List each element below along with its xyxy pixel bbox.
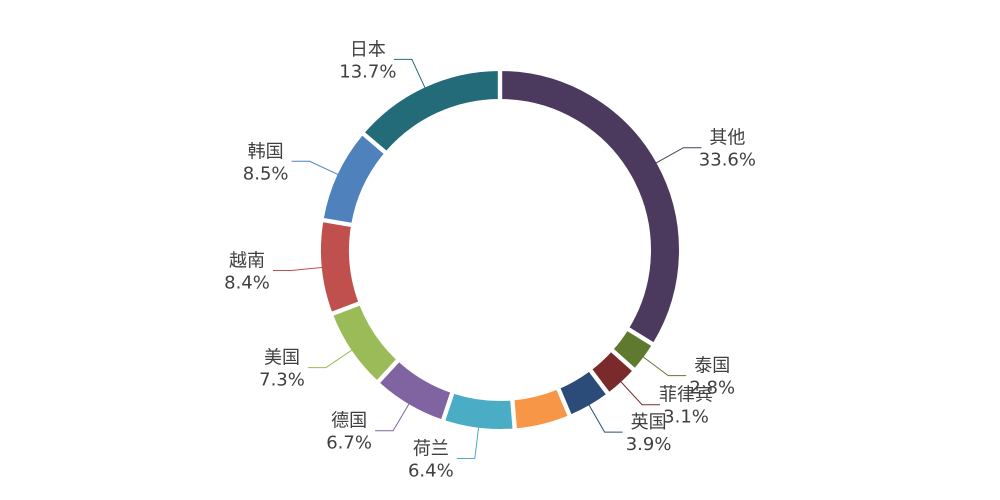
leader-line-泰国: [642, 356, 687, 377]
leader-line-其他: [655, 147, 702, 164]
slice-菲律宾: [589, 349, 635, 395]
slice-name-label-越南: 越南: [229, 251, 265, 272]
slice-value-label-菲律宾: 3.1%: [663, 407, 709, 428]
slice-越南: [319, 220, 361, 315]
slice-英国: [557, 369, 609, 417]
slice-value-label-德国: 6.7%: [326, 433, 372, 454]
slice-荷兰: [442, 391, 515, 431]
leader-line-美国: [307, 349, 353, 369]
leader-line-英国: [588, 404, 623, 433]
slice-name-label-泰国: 泰国: [694, 356, 730, 377]
slice-value-label-美国: 7.3%: [259, 370, 305, 391]
slice-name-label-德国: 德国: [331, 411, 367, 432]
slice-name-label-日本: 日本: [350, 39, 386, 60]
slice-value-label-泰国: 2.8%: [689, 378, 735, 399]
leader-line-荷兰: [456, 426, 480, 459]
slice-value-label-越南: 8.4%: [224, 273, 270, 294]
slice-value-label-英国: 3.9%: [626, 434, 672, 455]
leader-line-德国: [375, 402, 410, 432]
leader-line-日本: [393, 58, 426, 89]
slice-value-label-荷兰: 6.4%: [408, 460, 454, 481]
slice-美国: [330, 303, 399, 383]
slice-name-label-美国: 美国: [264, 348, 300, 369]
slices-group: [319, 68, 681, 431]
slice-日本: [362, 68, 500, 154]
slice-value-label-日本: 13.7%: [339, 61, 396, 82]
leader-line-越南: [273, 266, 323, 272]
slice-value-label-其他: 33.6%: [699, 150, 756, 171]
slice-name-label-菲律宾: 菲律宾: [659, 385, 713, 406]
slice-德国: [377, 359, 453, 422]
slice-name-label-荷兰: 荷兰: [413, 438, 449, 459]
leader-line-韩国: [291, 160, 339, 176]
slice-name-label-韩国: 韩国: [248, 141, 284, 162]
slice-泰国: [611, 328, 654, 371]
slice-name-label-其他: 其他: [709, 128, 745, 149]
slice-value-label-韩国: 8.5%: [243, 163, 289, 184]
slice-name-label-英国: 英国: [631, 412, 667, 433]
slice-其他: [500, 68, 681, 345]
slice-韩国: [321, 132, 387, 225]
leader-lines-group: [273, 58, 702, 459]
leader-line-菲律宾: [620, 380, 661, 406]
slice-slice-4: [512, 387, 571, 431]
